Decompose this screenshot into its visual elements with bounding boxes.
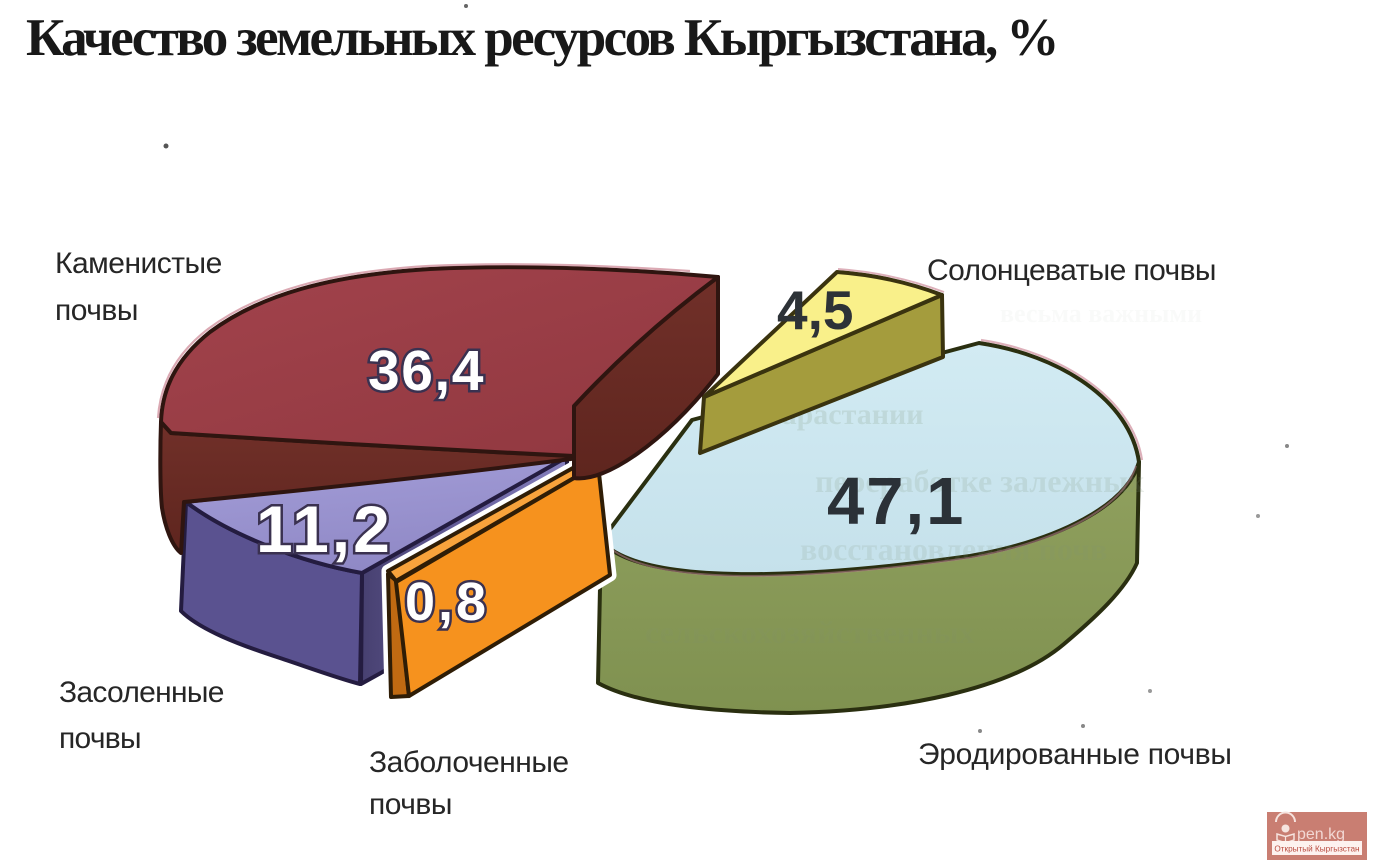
svg-text:Открытый Кыргызстан: Открытый Кыргызстан bbox=[1274, 845, 1359, 854]
svg-text:восстановления почв: восстановления почв bbox=[800, 531, 1107, 567]
svg-text:47,1: 47,1 bbox=[827, 464, 965, 539]
svg-text:сельскохозяйственных: сельскохозяйственных bbox=[645, 614, 975, 650]
svg-text:4,5: 4,5 bbox=[777, 279, 853, 341]
svg-text:переработке залежных: переработке залежных bbox=[815, 463, 1144, 499]
svg-text:pen.kg: pen.kg bbox=[1297, 826, 1345, 843]
svg-text:0,8: 0,8 bbox=[405, 572, 489, 632]
svg-text:весьма важными: весьма важными bbox=[1000, 299, 1202, 328]
svg-text:11,2: 11,2 bbox=[256, 492, 393, 566]
svg-text:36,4: 36,4 bbox=[368, 339, 485, 403]
